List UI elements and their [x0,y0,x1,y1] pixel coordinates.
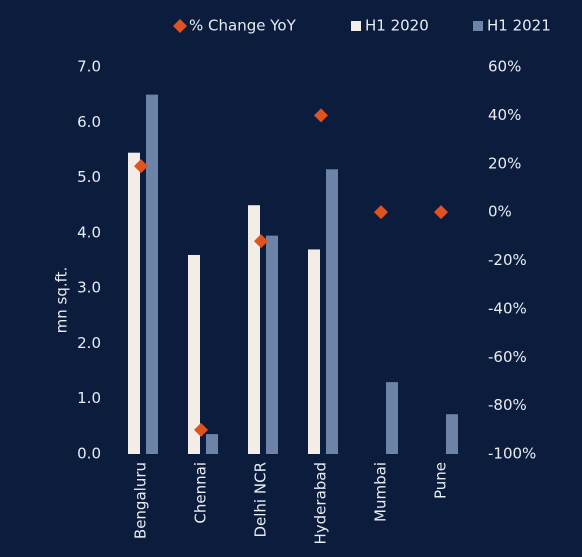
y2-tick-label: 20% [488,154,521,172]
y2-tick-label: -80% [488,396,527,414]
bar [326,169,338,454]
y-tick-label: 3.0 [77,279,101,297]
bar [188,254,200,454]
y-tick-label: 7.0 [77,58,101,76]
bar [248,205,260,454]
y-axis-label: mn sq.ft. [53,267,71,334]
yoy-marker [134,159,148,174]
y2-tick-label: 40% [488,106,521,124]
yoy-marker [194,422,208,437]
legend-label: H1 2021 [487,17,551,35]
y2-tick-label: -60% [488,348,527,366]
yoy-marker [434,205,448,220]
y-tick-label: 2.0 [77,334,101,352]
bar [446,414,458,454]
bar [146,94,158,455]
yoy-marker [374,205,388,220]
bar [206,434,218,454]
x-tick-label: Mumbai [372,462,390,522]
bar [386,382,398,454]
bar [308,249,320,454]
y-tick-label: 5.0 [77,168,101,186]
bar [266,235,278,454]
legend-marker [173,19,187,33]
legend-label: H1 2020 [365,17,429,35]
x-tick-label: Bengaluru [132,462,150,539]
yoy-marker [254,234,268,249]
x-tick-label: Delhi NCR [252,462,270,538]
x-tick-label: Chennai [192,462,210,524]
y2-tick-label: -40% [488,299,527,317]
y2-tick-label: 0% [488,203,512,221]
y-tick-label: 0.0 [77,445,101,463]
bar [128,152,140,454]
legend-marker [473,21,483,31]
x-tick-label: Hyderabad [312,462,330,545]
y-tick-label: 6.0 [77,113,101,131]
legend-label: % Change YoY [189,17,297,35]
y-tick-label: 4.0 [77,223,101,241]
y-tick-label: 1.0 [77,389,101,407]
y2-tick-label: 60% [488,58,521,76]
yoy-marker [314,108,328,123]
legend-marker [351,21,361,31]
y2-tick-label: -20% [488,251,527,269]
y2-tick-label: -100% [488,445,536,463]
x-tick-label: Pune [432,462,450,499]
